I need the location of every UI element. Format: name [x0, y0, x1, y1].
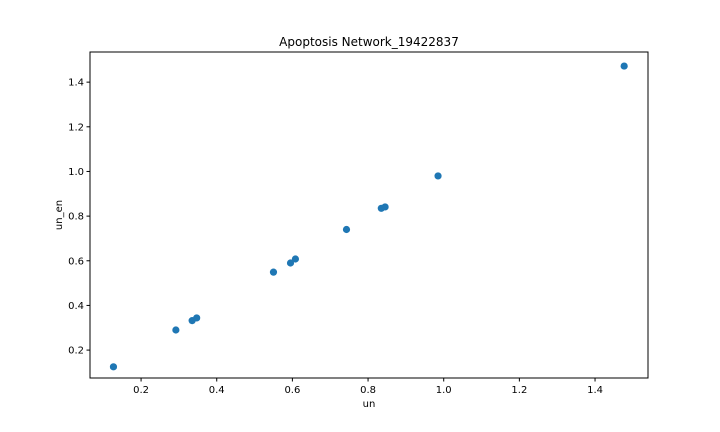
chart-title: Apoptosis Network_19422837	[279, 35, 459, 49]
y-tick-label: 1.4	[68, 78, 84, 89]
x-tick-label: 0.8	[360, 385, 376, 396]
scatter-points	[109, 62, 628, 371]
plot-frame	[89, 51, 649, 379]
y-tick-label: 0.6	[68, 256, 84, 267]
x-axis-ticks: 0.2 0.4 0.6 0.8 1.0 1.2 1.4	[133, 378, 603, 396]
x-tick-label: 0.4	[209, 385, 225, 396]
data-point	[381, 203, 389, 211]
data-point	[286, 259, 295, 267]
data-point	[193, 314, 201, 322]
data-point	[172, 326, 180, 334]
x-tick-label: 1.4	[587, 385, 603, 396]
x-tick-label: 0.2	[133, 385, 149, 396]
y-axis-ticks: 0.2 0.4 0.6 0.8 1.0 1.2 1.4	[68, 78, 90, 357]
y-tick-label: 1.2	[68, 122, 84, 133]
y-tick-label: 0.4	[68, 301, 84, 312]
y-tick-label: 0.2	[68, 346, 84, 357]
y-tick-label: 0.8	[68, 212, 84, 223]
y-tick-label: 1.0	[68, 167, 84, 178]
x-tick-label: 1.0	[436, 385, 452, 396]
data-point	[269, 268, 278, 276]
data-point	[342, 225, 351, 234]
x-tick-label: 0.6	[284, 385, 300, 396]
x-tick-label: 1.2	[511, 385, 527, 396]
data-point	[620, 62, 628, 70]
y-axis-label: un_en	[54, 200, 65, 230]
data-point	[434, 172, 442, 180]
data-point	[291, 255, 300, 263]
x-axis-label: un	[363, 399, 376, 410]
data-point	[109, 363, 118, 371]
